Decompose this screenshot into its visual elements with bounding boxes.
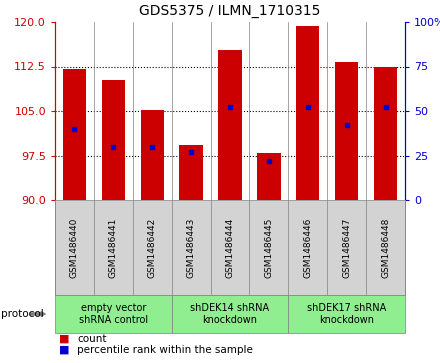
Text: GSM1486447: GSM1486447 [342,217,351,278]
Text: GSM1486446: GSM1486446 [303,217,312,278]
Bar [374,66,397,200]
Text: count: count [77,334,106,344]
Text: GSM1486448: GSM1486448 [381,217,390,278]
Text: shDEK17 shRNA
knockdown: shDEK17 shRNA knockdown [307,303,386,325]
Bar [180,146,203,200]
Text: protocol: protocol [1,309,44,319]
Text: GSM1486444: GSM1486444 [226,217,235,278]
Text: GSM1486445: GSM1486445 [264,217,273,278]
Text: empty vector
shRNA control: empty vector shRNA control [79,303,148,325]
Bar [218,50,242,200]
Bar [296,26,319,200]
Text: GSM1486443: GSM1486443 [187,217,196,278]
Bar [257,153,281,200]
Title: GDS5375 / ILMN_1710315: GDS5375 / ILMN_1710315 [139,4,321,18]
Bar [102,79,125,200]
Bar [140,110,164,200]
Text: GSM1486440: GSM1486440 [70,217,79,278]
Bar [63,69,86,200]
Text: GSM1486442: GSM1486442 [148,217,157,278]
Text: shDEK14 shRNA
knockdown: shDEK14 shRNA knockdown [191,303,270,325]
Bar [335,62,358,200]
Text: percentile rank within the sample: percentile rank within the sample [77,345,253,355]
Text: GSM1486441: GSM1486441 [109,217,118,278]
Text: ■: ■ [59,334,70,344]
Text: ■: ■ [59,345,70,355]
